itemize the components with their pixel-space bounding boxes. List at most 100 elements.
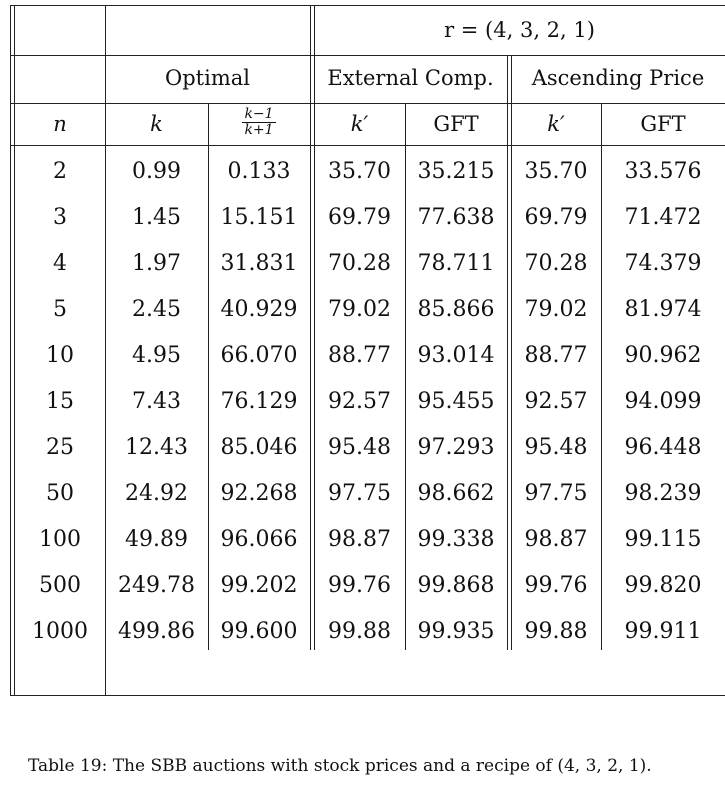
rule-sep-ext-1 — [507, 55, 508, 650]
cell-asc-gft: 81.974 — [624, 297, 702, 322]
cell-fraction: 99.202 — [220, 573, 298, 598]
rule-left-1 — [10, 5, 11, 696]
cell-asc-kprime: 99.76 — [524, 573, 588, 598]
group-header-r: r = (4, 3, 2, 1) — [444, 18, 595, 42]
rule-sep-optimal-1 — [310, 5, 311, 650]
cell-fraction: 66.070 — [220, 343, 298, 368]
rule-col-ext — [405, 103, 406, 650]
cell-n: 25 — [46, 435, 74, 460]
cell-k: 499.86 — [118, 619, 195, 644]
cell-asc-kprime: 97.75 — [524, 481, 588, 506]
cell-fraction: 85.046 — [220, 435, 298, 460]
col-header-fraction: k−1 k+1 — [208, 107, 310, 137]
cell-ext-kprime: 35.70 — [328, 159, 391, 184]
cell-fraction: 92.268 — [220, 481, 298, 506]
col-header-asc-kprime: k′ — [547, 112, 565, 136]
cell-asc-kprime: 70.28 — [524, 251, 588, 276]
rule-sep-optimal-2 — [314, 5, 315, 650]
cell-n: 4 — [53, 251, 67, 276]
cell-asc-kprime: 99.88 — [524, 619, 588, 644]
cell-ext-gft: 93.014 — [417, 343, 495, 368]
col-header-n: n — [53, 112, 67, 136]
cell-asc-gft: 96.448 — [624, 435, 702, 460]
rule-col-n — [105, 5, 106, 696]
cell-ext-kprime: 70.28 — [328, 251, 391, 276]
rule-group — [10, 55, 725, 56]
rule-top — [10, 5, 725, 6]
cell-fraction: 0.133 — [227, 159, 291, 184]
rule-columns — [10, 103, 725, 104]
cell-asc-gft: 33.576 — [624, 159, 702, 184]
cell-fraction: 40.929 — [220, 297, 298, 322]
cell-ext-gft: 99.935 — [417, 619, 495, 644]
col-header-ext-gft: GFT — [433, 112, 479, 136]
cell-n: 10 — [46, 343, 74, 368]
cell-asc-kprime: 35.70 — [524, 159, 588, 184]
cell-asc-kprime: 88.77 — [524, 343, 588, 368]
cell-k: 1.45 — [132, 205, 181, 230]
group-optimal: Optimal — [165, 66, 250, 90]
cell-k: 24.92 — [125, 481, 188, 506]
cell-asc-gft: 71.472 — [624, 205, 702, 230]
cell-k: 49.89 — [125, 527, 188, 552]
cell-k: 7.43 — [132, 389, 181, 414]
col-header-k: k — [150, 112, 163, 136]
fraction-numerator: k−1 — [242, 106, 276, 123]
cell-asc-gft: 74.379 — [624, 251, 702, 276]
cell-asc-kprime: 79.02 — [524, 297, 588, 322]
cell-asc-gft: 98.239 — [624, 481, 702, 506]
cell-n: 50 — [46, 481, 74, 506]
cell-ext-gft: 77.638 — [417, 205, 495, 230]
group-ascending: Ascending Price — [531, 66, 705, 90]
fraction-denominator: k+1 — [244, 121, 274, 138]
cell-asc-gft: 90.962 — [624, 343, 702, 368]
cell-fraction: 76.129 — [220, 389, 298, 414]
cell-ext-gft: 98.662 — [417, 481, 495, 506]
rule-col-asc — [601, 103, 602, 650]
cell-n: 100 — [39, 527, 81, 552]
cell-asc-gft: 94.099 — [624, 389, 702, 414]
cell-k: 0.99 — [132, 159, 181, 184]
cell-n: 2 — [53, 159, 67, 184]
cell-ext-kprime: 97.75 — [328, 481, 391, 506]
cell-n: 500 — [39, 573, 81, 598]
cell-ext-kprime: 69.79 — [328, 205, 391, 230]
rule-col-k — [208, 103, 209, 650]
col-header-asc-gft: GFT — [640, 112, 686, 136]
cell-ext-gft: 85.866 — [417, 297, 495, 322]
cell-n: 1000 — [32, 619, 88, 644]
cell-fraction: 15.151 — [220, 205, 298, 230]
cell-k: 1.97 — [132, 251, 181, 276]
cell-ext-kprime: 95.48 — [328, 435, 391, 460]
cell-ext-gft: 95.455 — [417, 389, 495, 414]
cell-fraction: 99.600 — [220, 619, 298, 644]
table-caption: Table 19: The SBB auctions with stock pr… — [28, 756, 652, 776]
cell-ext-kprime: 99.88 — [328, 619, 391, 644]
rule-bottom — [10, 695, 725, 696]
cell-ext-kprime: 79.02 — [328, 297, 391, 322]
cell-asc-kprime: 98.87 — [524, 527, 588, 552]
cell-k: 2.45 — [132, 297, 181, 322]
cell-ext-kprime: 88.77 — [328, 343, 391, 368]
group-external: External Comp. — [327, 66, 494, 90]
rule-left-2 — [14, 5, 15, 696]
cell-k: 249.78 — [118, 573, 195, 598]
cell-fraction: 96.066 — [220, 527, 298, 552]
cell-n: 15 — [46, 389, 74, 414]
rule-sep-ext-2 — [511, 55, 512, 650]
cell-asc-kprime: 92.57 — [524, 389, 588, 414]
cell-ext-gft: 35.215 — [417, 159, 495, 184]
cell-ext-gft: 99.868 — [417, 573, 495, 598]
cell-asc-gft: 99.820 — [624, 573, 702, 598]
cell-ext-gft: 99.338 — [417, 527, 495, 552]
rule-header-bottom — [10, 145, 725, 146]
cell-ext-gft: 78.711 — [417, 251, 495, 276]
cell-k: 12.43 — [125, 435, 188, 460]
cell-ext-gft: 97.293 — [417, 435, 495, 460]
cell-ext-kprime: 99.76 — [328, 573, 391, 598]
cell-n: 5 — [53, 297, 67, 322]
cell-asc-gft: 99.911 — [624, 619, 702, 644]
cell-asc-gft: 99.115 — [624, 527, 702, 552]
cell-fraction: 31.831 — [220, 251, 298, 276]
